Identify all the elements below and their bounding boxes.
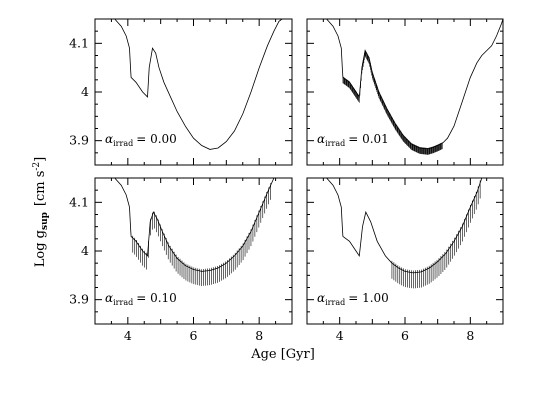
series-group: [326, 178, 483, 289]
alpha-label: αirrad = 0.01: [317, 132, 389, 148]
y-axis-label: Log gsup[cm s-2]: [32, 157, 50, 268]
series-line: [114, 19, 283, 150]
series-group: [114, 178, 275, 287]
y-tick-label: 4.1: [69, 194, 89, 209]
x-axis-label: Age [Gyr]: [250, 347, 315, 362]
panel-2: αirrad = 0.01: [306, 18, 504, 166]
alpha-label: αirrad = 1.00: [317, 291, 389, 307]
series-line: [114, 178, 275, 272]
series-line: [326, 178, 483, 274]
y-tick-label: 3.9: [69, 133, 89, 148]
panel-1: 3.9 4 4.1 αirrad = 0.00: [69, 18, 293, 166]
panel-4: 4 6 8 αirrad = 1.00: [306, 177, 504, 343]
x-tick-label: 8: [255, 328, 263, 343]
x-tick-label: 4: [336, 328, 344, 343]
alpha-label: αirrad = 0.00: [105, 132, 177, 148]
panel-3: 4 6 8 3.9 4 4.1 αirrad = 0.10: [69, 177, 293, 343]
series-line: [326, 19, 503, 150]
alpha-label: αirrad = 0.10: [105, 291, 177, 307]
x-tick-label: 4: [124, 328, 132, 343]
y-tick-label: 3.9: [69, 292, 89, 307]
y-tick-label: 4: [81, 84, 89, 99]
x-tick-label: 6: [190, 328, 198, 343]
x-tick-label: 6: [401, 328, 409, 343]
x-tick-label: 8: [466, 328, 474, 343]
series-group: [326, 19, 503, 155]
series-group: [114, 19, 283, 150]
y-tick-label: 4.1: [69, 35, 89, 50]
y-tick-label: 4: [81, 243, 89, 258]
